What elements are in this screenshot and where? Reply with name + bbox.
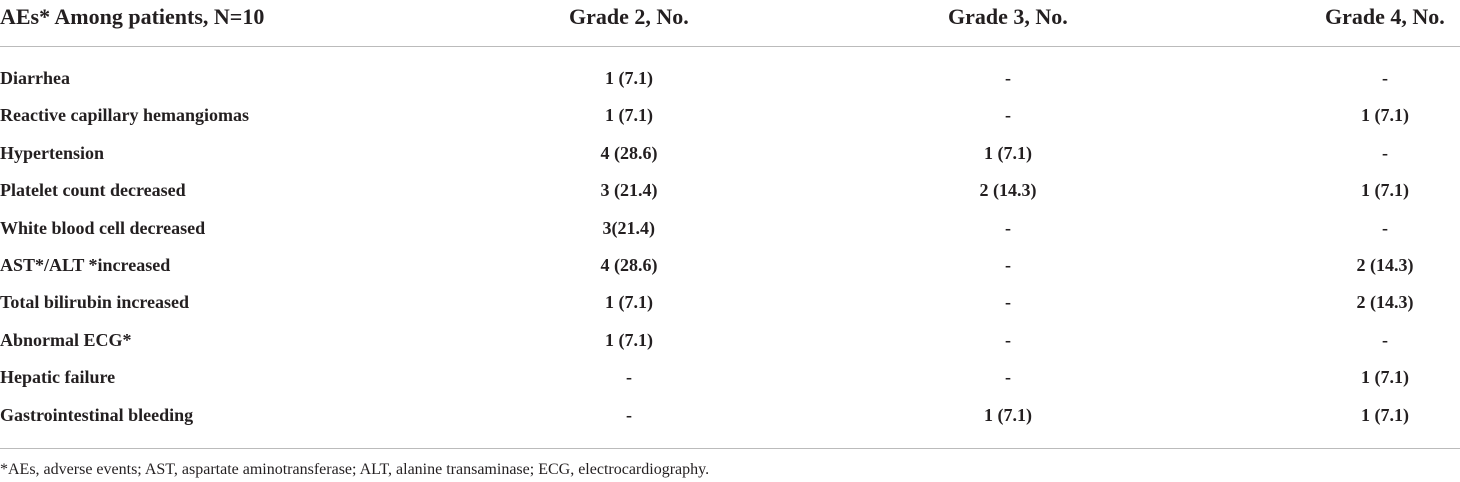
data-cell: 1 (7.1) <box>605 68 653 88</box>
data-cell: - <box>1382 217 1388 238</box>
header-cell: Grade 2, No. <box>569 4 689 29</box>
row-label: Platelet count decreased <box>0 180 186 201</box>
data-cell: 2 (14.3) <box>1356 255 1414 275</box>
data-cell: 1 (7.1) <box>984 404 1032 425</box>
data-cell: - <box>1005 68 1011 88</box>
row-label: AST*/ALT *increased <box>0 255 171 275</box>
data-cell: - <box>1005 292 1011 313</box>
data-cell: - <box>1382 68 1388 88</box>
row-label: Total bilirubin increased <box>0 292 190 313</box>
data-cell: 1 (7.1) <box>1361 105 1409 126</box>
header-cell: AEs* Among patients, N=10 <box>0 4 265 29</box>
data-cell: - <box>1005 367 1011 388</box>
header-cell: Grade 4, No. <box>1325 4 1445 29</box>
data-cell: - <box>626 404 632 425</box>
footnote: *AEs, adverse events; AST, aspartate ami… <box>0 461 710 478</box>
data-cell: 2 (14.3) <box>1356 292 1414 313</box>
data-cell: - <box>626 367 632 388</box>
row-label: Diarrhea <box>0 68 70 88</box>
data-cell: 4 (28.6) <box>600 255 658 275</box>
data-cell: 1 (7.1) <box>984 142 1032 163</box>
row-label: Gastrointestinal bleeding <box>0 404 194 425</box>
data-cell: - <box>1382 142 1388 163</box>
data-cell: - <box>1382 329 1388 350</box>
data-cell: 3 (21.4) <box>600 180 658 201</box>
row-label: Reactive capillary hemangiomas <box>0 105 249 126</box>
data-cell: 1 (7.1) <box>1361 367 1409 388</box>
data-cell: 4 (28.6) <box>600 142 658 163</box>
data-cell: - <box>1005 105 1011 126</box>
data-cell: - <box>1005 255 1011 275</box>
data-cell: 1 (7.1) <box>605 329 653 350</box>
data-cell: 1 (7.1) <box>1361 404 1409 425</box>
header-rule <box>0 46 1460 47</box>
data-cell: 1 (7.1) <box>1361 180 1409 201</box>
row-label: Abnormal ECG* <box>0 329 132 350</box>
row-label: White blood cell decreased <box>0 217 206 238</box>
row-label: Hepatic failure <box>0 367 116 388</box>
data-cell: 2 (14.3) <box>979 180 1037 201</box>
data-cell: 1 (7.1) <box>605 292 653 313</box>
data-cell: 3(21.4) <box>602 217 656 238</box>
data-cell: - <box>1005 329 1011 350</box>
data-cell: 1 (7.1) <box>605 105 653 126</box>
row-label: Hypertension <box>0 142 105 163</box>
data-cell: - <box>1005 217 1011 238</box>
bottom-rule <box>0 448 1460 449</box>
header-cell: Grade 3, No. <box>948 4 1068 29</box>
